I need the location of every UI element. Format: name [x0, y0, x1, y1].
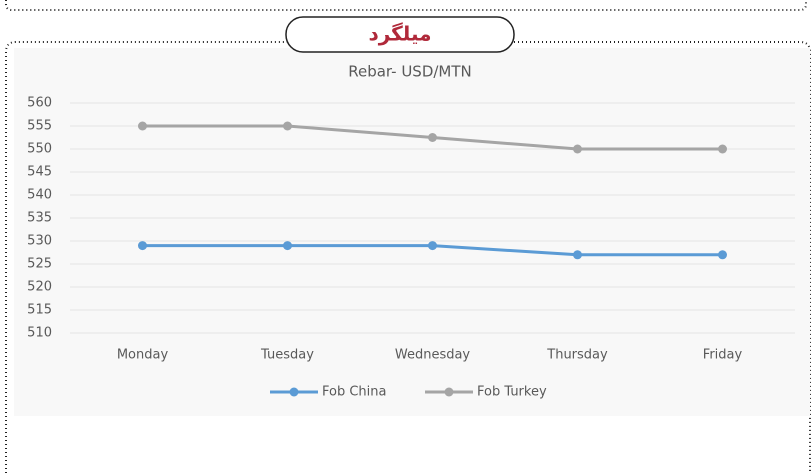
upper-frame [5, 0, 807, 11]
y-tick-label: 560 [27, 96, 52, 111]
y-tick-label: 530 [27, 234, 52, 249]
point [283, 121, 292, 131]
point [428, 241, 437, 251]
legend-label: Fob Turkey [477, 385, 547, 400]
x-tick-label: Thursday [546, 348, 608, 363]
x-tick-label: Wednesday [395, 348, 471, 363]
legend-marker [444, 387, 454, 397]
y-tick-label: 550 [27, 142, 52, 157]
legend-marker [289, 387, 299, 397]
x-tick-label: Monday [117, 348, 169, 363]
point [573, 250, 582, 260]
chart-title: Rebar- USD/MTN [348, 63, 472, 81]
x-tick-label: Friday [703, 348, 743, 363]
point [138, 121, 147, 131]
y-tick-label: 545 [27, 165, 52, 180]
y-tick-label: 525 [27, 257, 52, 272]
point [718, 250, 727, 260]
x-tick-label: Tuesday [260, 348, 314, 363]
legend-label: Fob China [322, 385, 387, 400]
point [573, 144, 582, 154]
y-tick-label: 540 [27, 188, 52, 203]
y-tick-label: 555 [27, 119, 52, 134]
y-tick-label: 520 [27, 280, 52, 295]
point [428, 133, 437, 142]
point [283, 241, 292, 251]
header-title: میلگرد [368, 22, 431, 46]
chart-background [14, 48, 810, 416]
y-tick-label: 510 [27, 326, 52, 341]
y-tick-label: 535 [27, 211, 52, 226]
point [718, 144, 727, 154]
header-tab [285, 16, 515, 53]
y-tick-label: 515 [27, 303, 52, 318]
point [138, 241, 147, 251]
